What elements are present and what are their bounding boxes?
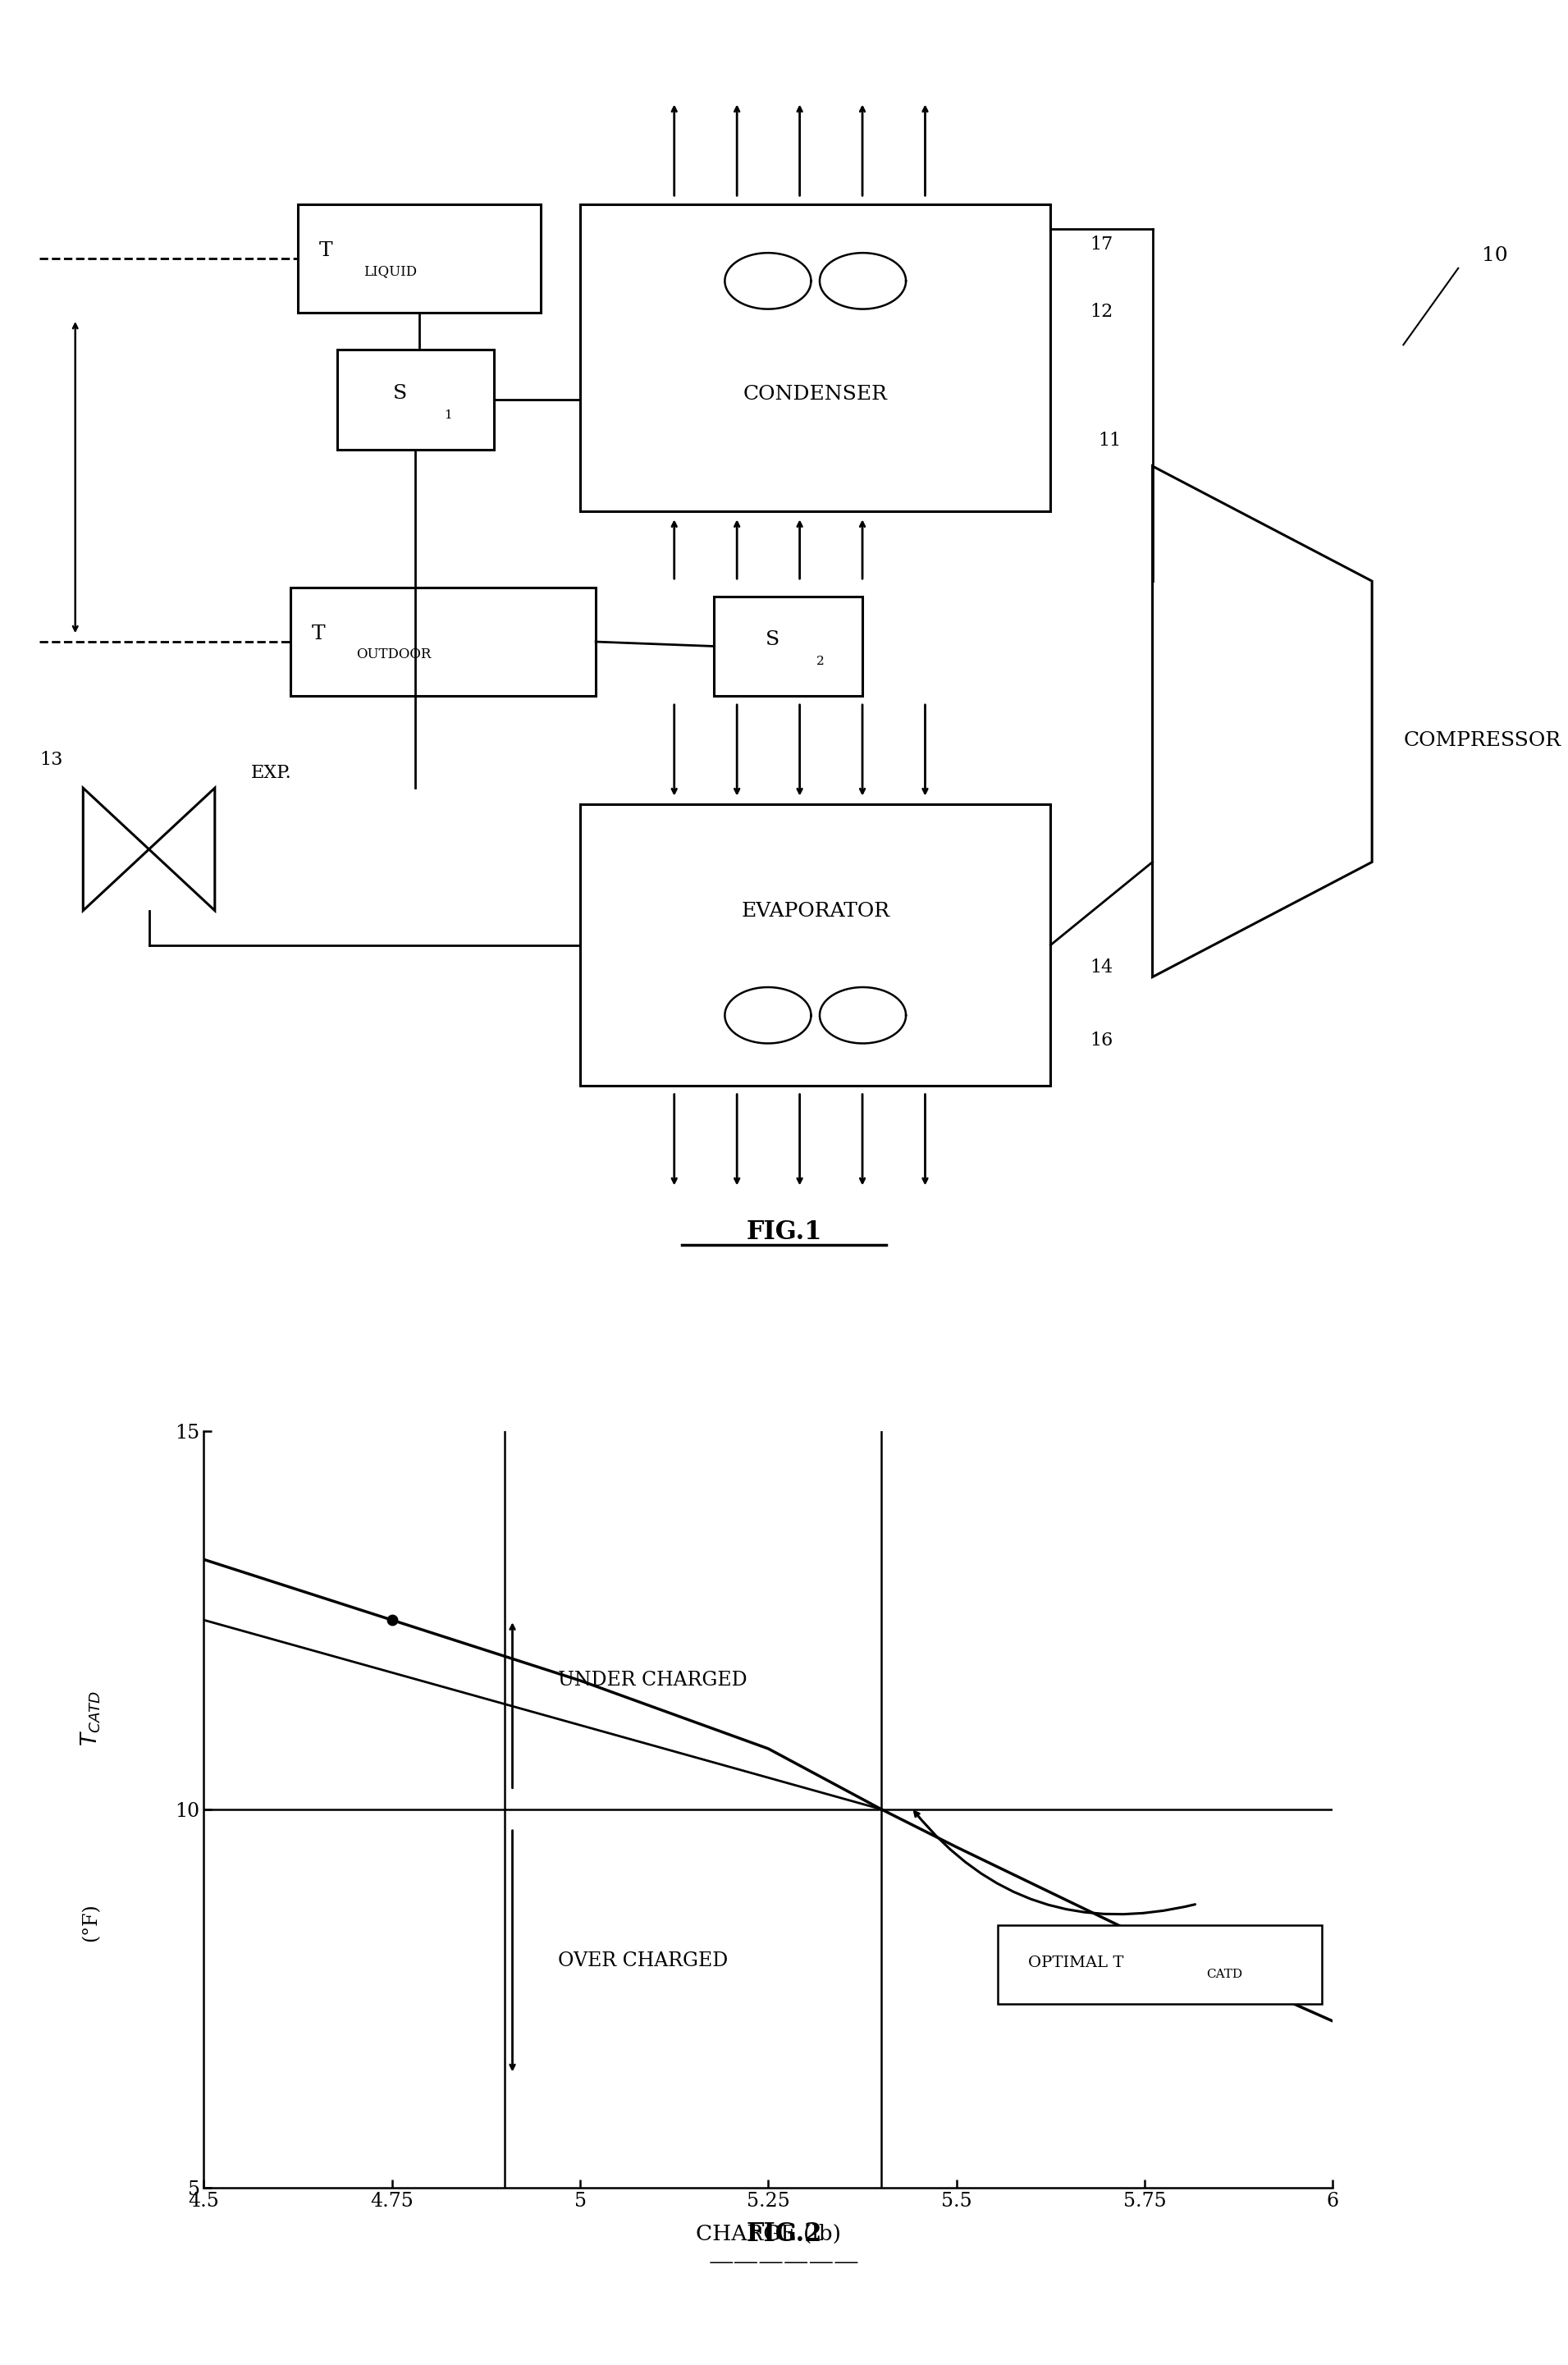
Bar: [337, 350, 494, 449]
Text: 10: 10: [1482, 246, 1508, 265]
Text: OUTDOOR: OUTDOOR: [356, 648, 431, 662]
Text: COMPRESSOR: COMPRESSOR: [1403, 731, 1560, 750]
Text: OVER CHARGED: OVER CHARGED: [558, 1951, 728, 1970]
Text: CATD: CATD: [1206, 1968, 1242, 1980]
Text: S: S: [392, 383, 408, 402]
Bar: [290, 587, 596, 695]
Polygon shape: [1152, 466, 1372, 977]
Text: 14: 14: [1090, 958, 1113, 977]
Bar: [580, 804, 1051, 1086]
Text: EXP.: EXP.: [251, 764, 292, 783]
Text: FIG.1: FIG.1: [746, 1220, 822, 1244]
Text: T: T: [312, 624, 325, 643]
Text: 11: 11: [1098, 430, 1121, 449]
Text: ——————: ——————: [709, 2249, 859, 2275]
FancyBboxPatch shape: [997, 1925, 1322, 2003]
Bar: [713, 596, 862, 695]
Text: $T_{CATD}$: $T_{CATD}$: [80, 1691, 102, 1745]
X-axis label: CHARGE (lb): CHARGE (lb): [696, 2223, 840, 2244]
Text: UNDER CHARGED: UNDER CHARGED: [558, 1672, 746, 1691]
Polygon shape: [83, 788, 215, 911]
Text: 17: 17: [1090, 234, 1113, 253]
Text: LIQUID: LIQUID: [364, 265, 417, 279]
Text: 12: 12: [1090, 303, 1113, 322]
Text: 1: 1: [444, 409, 452, 421]
Text: S: S: [765, 631, 779, 650]
Text: EVAPORATOR: EVAPORATOR: [742, 901, 889, 920]
Text: CONDENSER: CONDENSER: [743, 385, 887, 404]
Text: 13: 13: [39, 750, 63, 769]
Text: 2: 2: [817, 655, 825, 667]
Text: T: T: [320, 241, 332, 260]
Text: FIG.2: FIG.2: [746, 2221, 822, 2247]
Text: 16: 16: [1090, 1031, 1113, 1050]
Text: (°F): (°F): [82, 1904, 100, 1942]
Text: OPTIMAL T: OPTIMAL T: [1029, 1956, 1124, 1970]
Bar: [580, 203, 1051, 511]
Bar: [298, 203, 541, 312]
